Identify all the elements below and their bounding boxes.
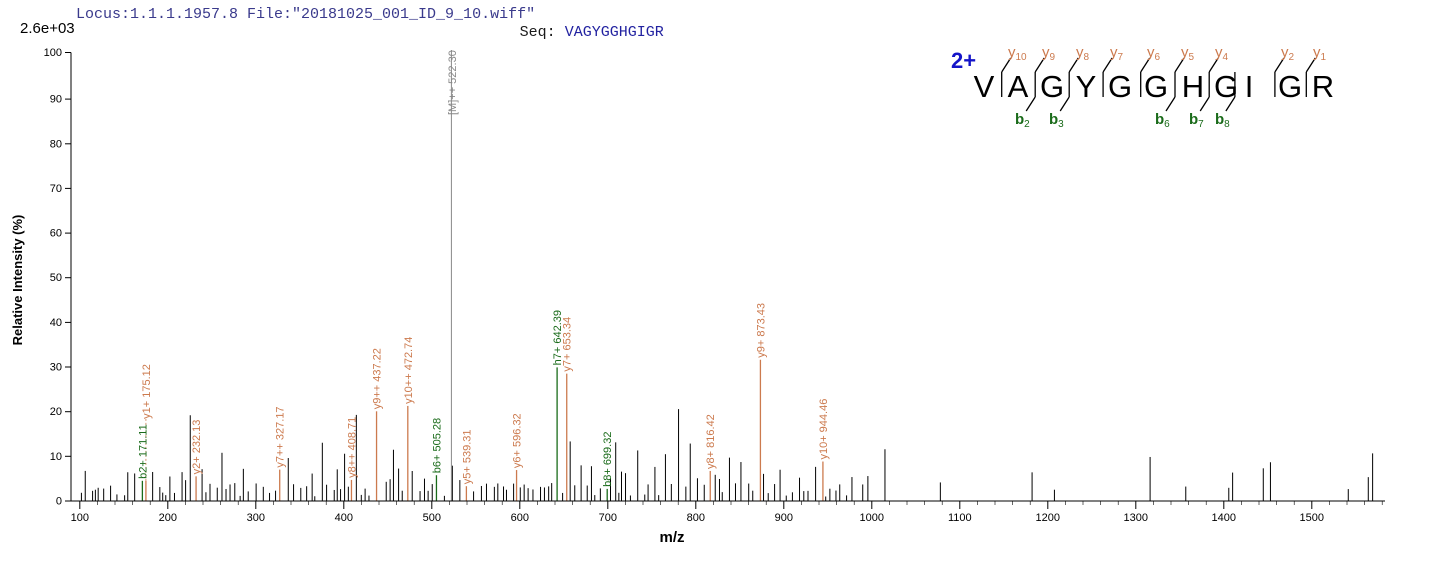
svg-text:y2: y2 [1281, 44, 1295, 63]
svg-text:R: R [1312, 69, 1334, 104]
svg-text:y7: y7 [1110, 44, 1124, 63]
svg-text:A: A [1008, 69, 1029, 104]
svg-text:y9: y9 [1042, 44, 1056, 63]
svg-text:y5: y5 [1181, 44, 1195, 63]
svg-text:y6: y6 [1147, 44, 1161, 63]
svg-text:b3: b3 [1049, 111, 1064, 130]
svg-text:y4: y4 [1215, 44, 1229, 63]
svg-text:b2: b2 [1015, 111, 1030, 130]
svg-text:V: V [974, 69, 995, 104]
svg-text:y8: y8 [1076, 44, 1090, 63]
svg-text:y1: y1 [1313, 44, 1327, 63]
svg-text:b7: b7 [1189, 111, 1204, 130]
svg-text:Y: Y [1076, 69, 1097, 104]
svg-text:y10: y10 [1008, 44, 1027, 63]
svg-text:I: I [1245, 69, 1254, 104]
svg-text:G: G [1278, 69, 1302, 104]
svg-text:G: G [1144, 69, 1168, 104]
svg-text:H: H [1182, 69, 1204, 104]
svg-text:b8: b8 [1215, 111, 1230, 130]
svg-text:b6: b6 [1155, 111, 1170, 130]
svg-text:G: G [1040, 69, 1064, 104]
svg-text:G: G [1108, 69, 1132, 104]
